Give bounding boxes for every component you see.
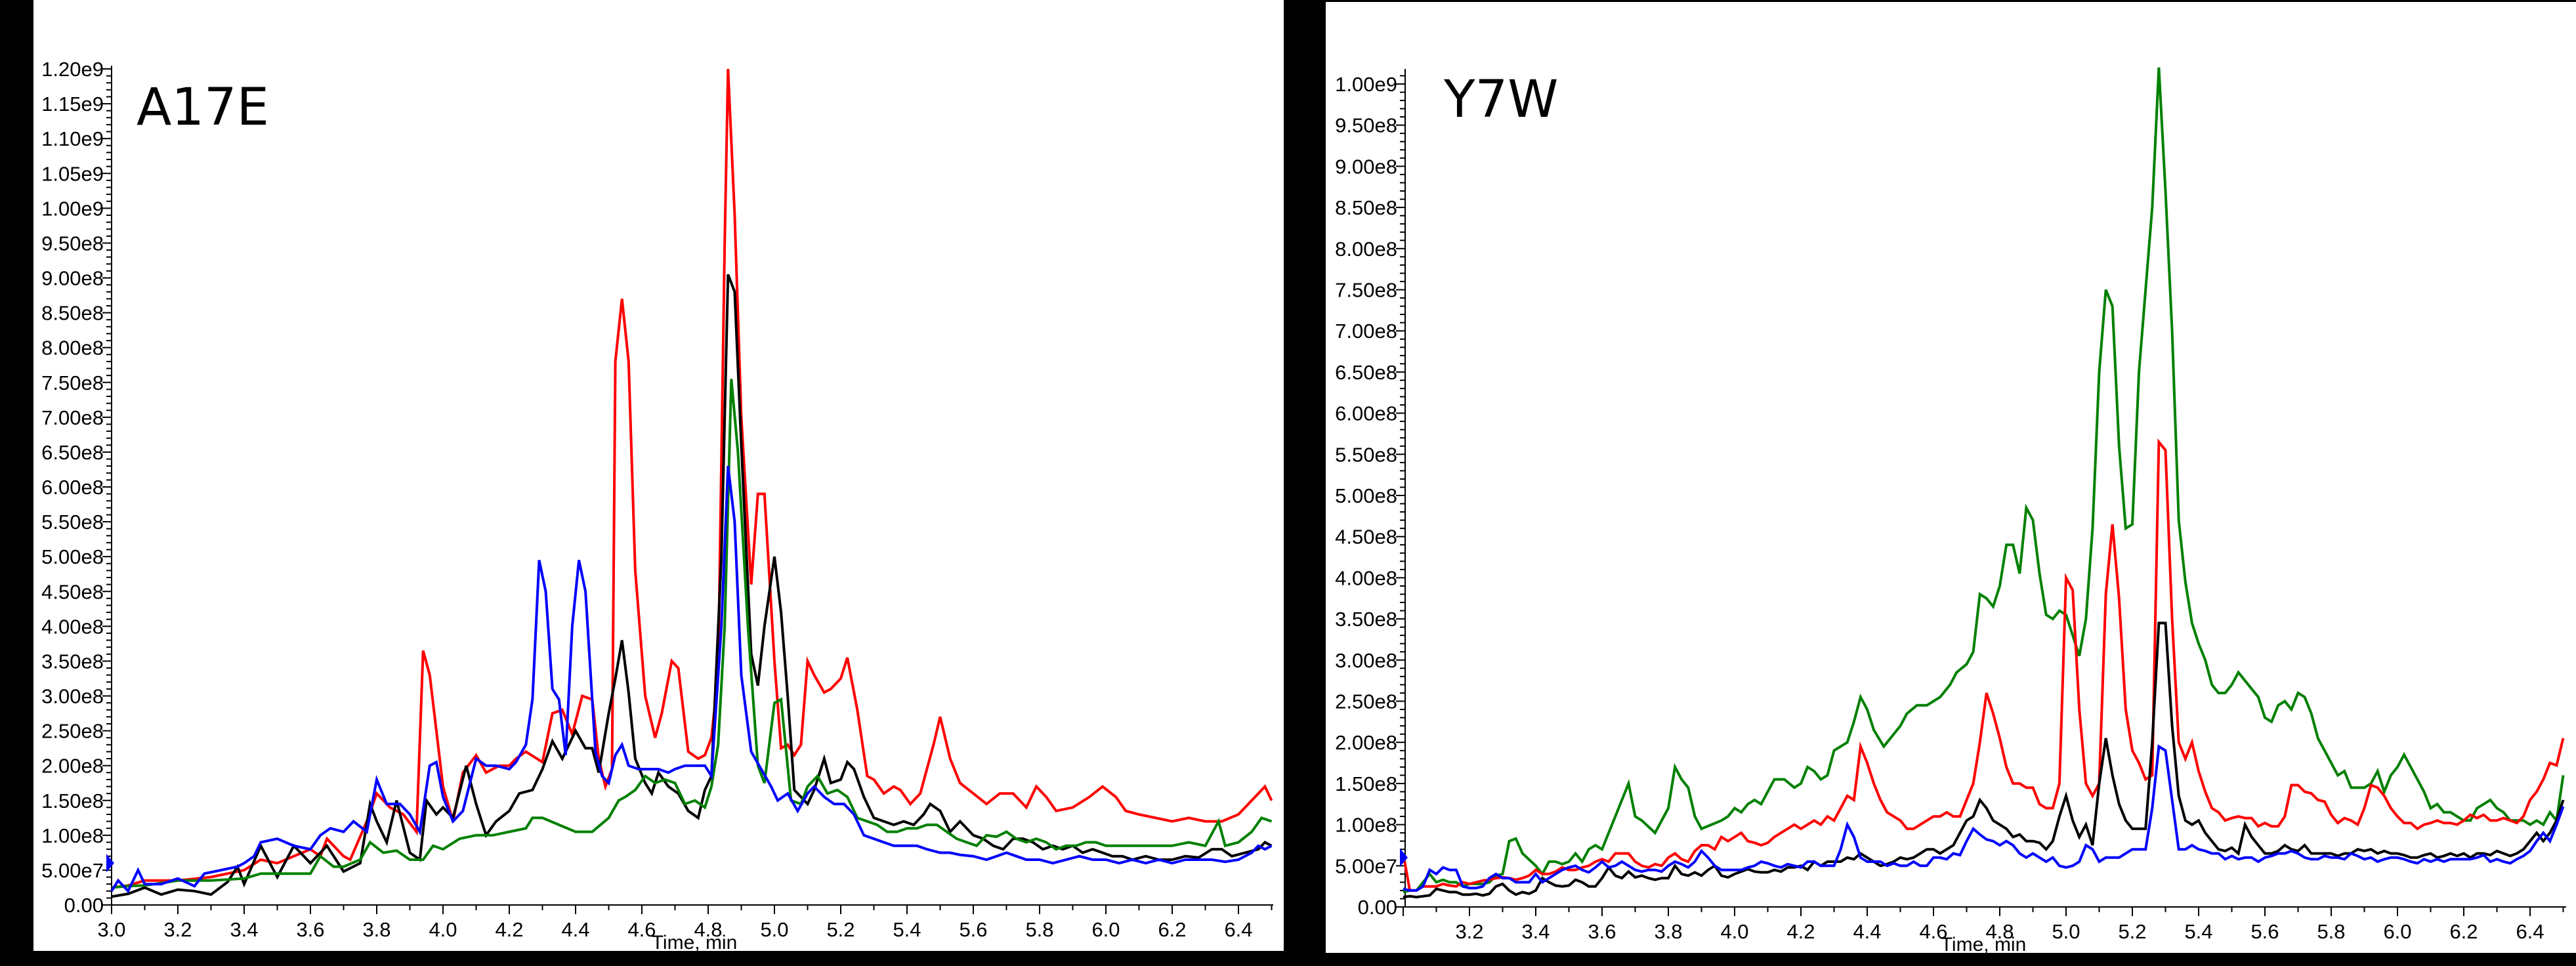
y-tick-label: 5.50e8: [41, 511, 104, 534]
x-tick-label: 4.8: [1985, 920, 2014, 943]
x-tick-label: 6.2: [1158, 918, 1186, 941]
y-tick-label: 1.15e9: [41, 93, 104, 116]
series-line-black: [1403, 621, 2565, 899]
x-tick-label: 4.2: [1786, 920, 1815, 943]
y-tick-label: 1.00e9: [1335, 73, 1397, 96]
threshold-marker-icon: [106, 854, 114, 873]
y-tick-label: 5.00e8: [41, 545, 104, 568]
x-tick-label: 3.8: [1654, 920, 1682, 943]
x-tick-label: 3.8: [362, 918, 391, 941]
y-tick-label: 9.00e8: [41, 267, 104, 290]
y-tick-label: 1.50e8: [1335, 772, 1397, 795]
y-tick-label: 6.50e8: [41, 441, 104, 464]
y-tick-label: 8.00e8: [41, 337, 104, 360]
x-tick-label: 3.6: [1588, 920, 1616, 943]
y-tick-label: 1.05e9: [41, 162, 104, 185]
x-tick-label: 6.0: [1091, 918, 1120, 941]
x-tick-label: 5.2: [826, 918, 855, 941]
y-tick-label: 1.00e8: [1335, 814, 1397, 837]
y-tick-label: 4.00e8: [1335, 566, 1397, 589]
x-tick-label: 5.8: [2317, 920, 2345, 943]
y-tick-label: 8.00e8: [1335, 238, 1397, 261]
y-tick-label: 2.00e8: [1335, 731, 1397, 754]
x-tick-label: 3.6: [296, 918, 324, 941]
y-tick-label: 9.50e8: [41, 232, 104, 255]
y-tick-label: 1.00e8: [41, 824, 104, 847]
x-tick-label: 4.6: [627, 918, 656, 941]
y-tick-label: 4.50e8: [1335, 526, 1397, 549]
series-line-blue: [1403, 744, 2565, 892]
x-tick-label: 4.2: [495, 918, 523, 941]
x-tick-label: 6.0: [2383, 920, 2411, 943]
y-tick-label: 7.50e8: [41, 371, 104, 394]
y-tick-label: 8.50e8: [41, 302, 104, 325]
y-tick-label: 0.00: [64, 894, 104, 917]
series-line-red: [111, 68, 1273, 889]
x-tick-label: 4.6: [1919, 920, 1947, 943]
y-tick-label: 2.50e8: [41, 720, 104, 743]
series-line-red: [1402, 438, 2565, 892]
y-tick-label: 6.00e8: [41, 476, 104, 499]
x-tick-label: 3.4: [230, 918, 258, 941]
x-tick-label: 4.8: [694, 918, 722, 941]
x-tick-label: 5.6: [959, 918, 987, 941]
y-tick-label: 6.00e8: [1335, 402, 1397, 425]
y-tick-label: 3.50e8: [1335, 608, 1397, 631]
y-tick-label: 7.00e8: [1335, 320, 1397, 343]
y-tick-label: 1.50e8: [41, 789, 104, 812]
y-tick-label: 8.50e8: [1335, 196, 1397, 219]
series-line-black: [111, 274, 1273, 898]
y-tick-label: 4.50e8: [41, 580, 104, 603]
series-line-green: [111, 379, 1273, 889]
y-tick-label: 3.00e8: [41, 685, 104, 708]
x-tick-label: 6.2: [2449, 920, 2478, 943]
y-tick-label: 0.00: [1358, 896, 1397, 919]
y-tick-label: 3.00e8: [1335, 649, 1397, 672]
x-tick-label: 4.4: [1853, 920, 1881, 943]
y-tick-label: 4.00e8: [41, 615, 104, 638]
x-tick-label: 6.4: [1224, 918, 1252, 941]
y-tick-label: 1.10e9: [41, 127, 104, 150]
y-tick-label: 5.00e7: [41, 859, 104, 882]
y-tick-label: 6.50e8: [1335, 361, 1397, 384]
chart-panel-a17e: [33, 0, 1284, 951]
x-tick-label: 3.2: [1455, 920, 1483, 943]
x-axis-label: Time, min: [652, 932, 738, 954]
series-line-blue: [110, 465, 1273, 894]
chart-title: A17E: [137, 78, 269, 137]
y-tick-label: 1.00e9: [41, 197, 104, 220]
x-tick-label: 5.6: [2250, 920, 2279, 943]
chart-a17e: A17E Time, min 0.00 5.00e7 1.00e8 1.50e8 2.0…: [41, 58, 1273, 954]
y-tick-label: 3.50e8: [41, 650, 104, 673]
y-tick-label: 1.20e9: [41, 58, 104, 81]
chart-y7w: Y7W Time, min 0.00 5.00e7 1.00e8 1.50e8 2.00…: [1335, 67, 2566, 956]
x-tick-label: 5.4: [2184, 920, 2212, 943]
y-tick-label: 5.50e8: [1335, 443, 1397, 466]
x-tick-label: 3.0: [97, 918, 125, 941]
y-tick-label: 5.00e8: [1335, 484, 1397, 507]
threshold-marker-icon: [1400, 848, 1408, 867]
x-tick-label: 4.4: [561, 918, 589, 941]
x-tick-label: 4.0: [1720, 920, 1748, 943]
x-axis-label: Time, min: [1941, 934, 2027, 956]
x-tick-label: 4.0: [429, 918, 457, 941]
y-tick-label: 2.50e8: [1335, 690, 1397, 713]
y-tick-label: 9.00e8: [1335, 155, 1397, 178]
x-tick-label: 3.4: [1521, 920, 1550, 943]
x-tick-label: 5.2: [2118, 920, 2146, 943]
x-tick-label: 6.4: [2516, 920, 2544, 943]
x-tick-label: 5.4: [893, 918, 921, 941]
series-line-green: [1403, 67, 2565, 894]
y-tick-label: 7.00e8: [41, 406, 104, 429]
y-tick-label: 7.50e8: [1335, 279, 1397, 302]
chart-title: Y7W: [1443, 70, 1558, 129]
x-tick-label: 5.8: [1025, 918, 1053, 941]
y-tick-label: 9.50e8: [1335, 114, 1397, 137]
x-tick-label: 5.0: [760, 918, 788, 941]
x-tick-label: 3.2: [163, 918, 192, 941]
y-tick-label: 5.00e7: [1335, 854, 1397, 877]
x-tick-label: 5.0: [2052, 920, 2080, 943]
y-tick-label: 2.00e8: [41, 755, 104, 778]
